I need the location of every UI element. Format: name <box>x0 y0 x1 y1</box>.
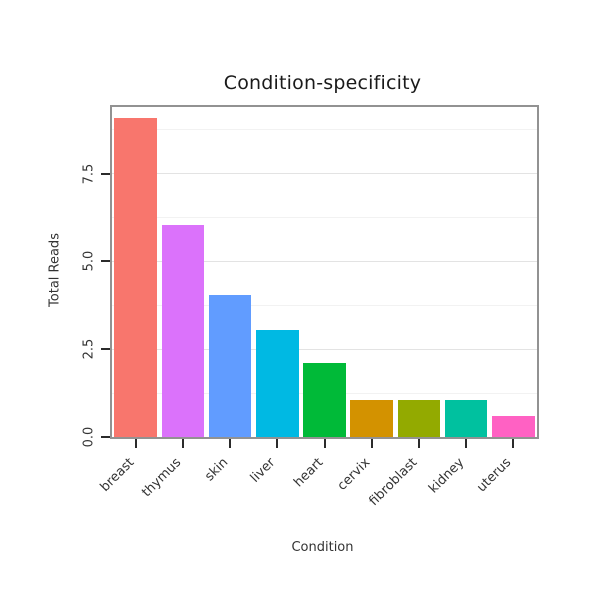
x-tick-mark <box>229 439 232 448</box>
x-tick-mark <box>134 439 137 448</box>
y-tick-mark <box>101 260 110 263</box>
x-tick-mark <box>323 439 326 448</box>
x-tick-mark <box>465 439 468 448</box>
bar-uterus <box>492 415 535 437</box>
bar-breast <box>114 117 157 437</box>
x-tick-mark <box>276 439 279 448</box>
bar-kidney <box>444 400 488 437</box>
plot-panel <box>110 105 539 439</box>
y-axis-label: Total Reads <box>47 233 63 307</box>
x-tick-mark <box>417 439 420 448</box>
minor-gridline <box>112 129 537 131</box>
chart-title: Condition-specificity <box>223 72 422 94</box>
y-tick-mark <box>101 436 110 438</box>
bar-skin <box>208 294 252 437</box>
major-gridline <box>112 348 537 350</box>
y-tick-label: 7.5 <box>81 163 97 185</box>
x-tick-mark <box>512 439 515 448</box>
bar-thymus <box>161 224 205 437</box>
bar-cervix <box>350 400 393 437</box>
major-gridline <box>112 173 537 175</box>
y-tick-label: 0.0 <box>81 426 97 448</box>
major-gridline <box>112 260 537 262</box>
minor-gridline <box>112 304 537 306</box>
bar-heart <box>303 363 346 437</box>
minor-gridline <box>112 217 537 219</box>
y-tick-mark <box>101 172 110 175</box>
y-tick-label: 2.5 <box>81 338 97 360</box>
y-tick-mark <box>101 348 110 351</box>
y-tick-label: 5.0 <box>81 251 97 272</box>
bar-liver <box>256 329 299 437</box>
bar-fibroblast <box>397 400 441 437</box>
x-tick-mark <box>370 439 373 448</box>
x-axis-label: Condition <box>291 540 354 555</box>
x-tick-mark <box>181 439 184 448</box>
